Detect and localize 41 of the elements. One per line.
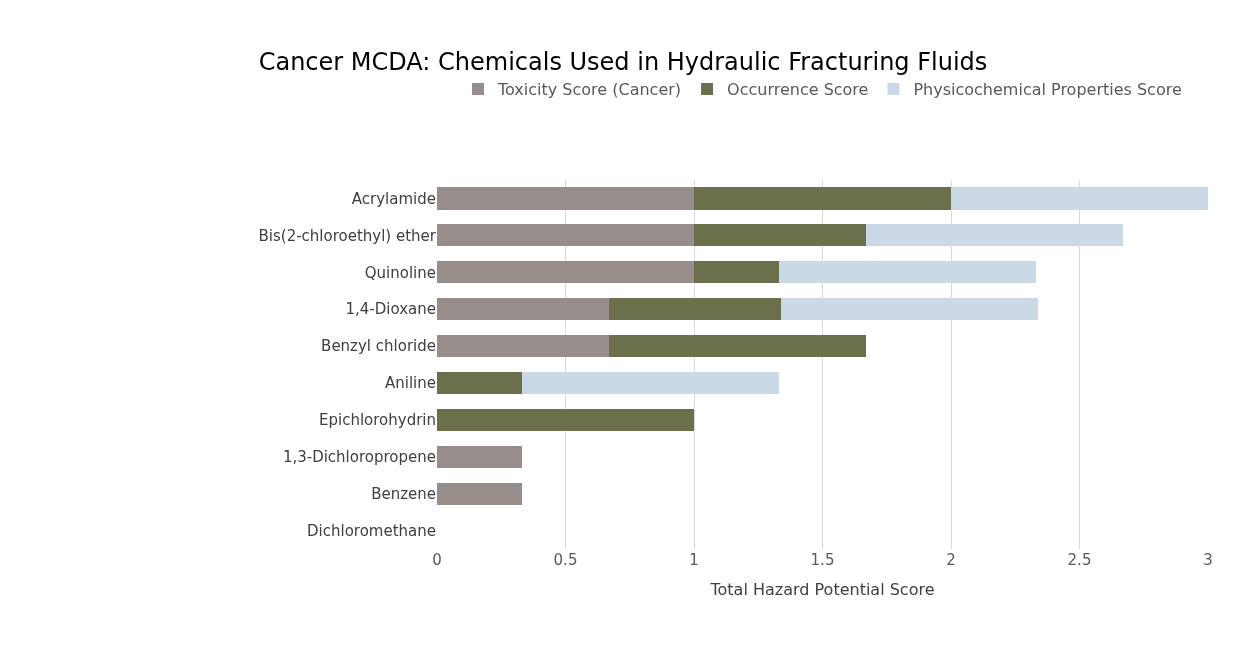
bar [694, 261, 779, 284]
y-tick-label: Benzene [371, 484, 436, 503]
y-tick-label: Acrylamide [351, 189, 436, 208]
bar [694, 187, 951, 210]
bar [437, 261, 694, 284]
bar [437, 224, 694, 247]
y-tick-label: Benzyl chloride [321, 337, 436, 356]
y-tick-label: Epichlorohydrin [318, 411, 436, 430]
bar [609, 334, 867, 358]
bar [437, 482, 522, 505]
legend-label: Toxicity Score (Cancer) [497, 80, 682, 100]
x-tick-label: 2 [946, 551, 956, 569]
bar [437, 371, 522, 395]
bar [951, 187, 1208, 210]
bar [437, 334, 610, 358]
x-tick-label: 0.5 [553, 551, 578, 569]
y-tick-label: 1,3-Dichloropropene [282, 448, 436, 466]
bar [437, 445, 522, 468]
y-tick-label: Dichloromethane [307, 521, 436, 540]
x-tick-label: 1.5 [810, 551, 835, 569]
bar [437, 298, 610, 321]
y-tick-label: Bis(2-chloroethyl) ether [258, 226, 437, 245]
bar [437, 408, 694, 431]
bar [609, 298, 782, 321]
bar [781, 298, 1039, 321]
y-tick-label: Quinoline [364, 263, 436, 282]
bar [694, 224, 867, 247]
y-tick-label: 1,4-Dioxane [345, 300, 436, 319]
x-axis-title: Total Hazard Potential Score [709, 579, 935, 599]
bar [437, 187, 694, 210]
chart-title: Cancer MCDA: Chemicals Used in Hydraulic Fracturing Fluids [258, 48, 988, 77]
x-tick-label: 1 [689, 551, 699, 569]
bar [521, 371, 779, 395]
bar [866, 224, 1124, 247]
x-tick-label: 3 [1203, 551, 1213, 569]
y-tick-label: Aniline [384, 374, 436, 393]
bar [778, 261, 1036, 284]
legend-label: Occurrence Score [727, 80, 869, 100]
x-tick-label: 0 [432, 551, 442, 569]
x-tick-label: 2.5 [1067, 551, 1092, 569]
legend-label: Physicochemical Properties Score [913, 80, 1182, 100]
